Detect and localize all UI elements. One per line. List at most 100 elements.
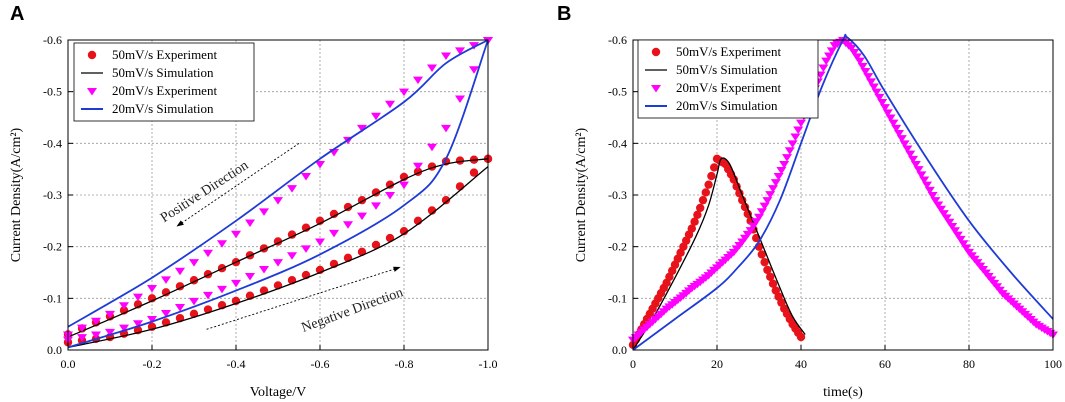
data-point: [955, 235, 966, 244]
data-point: [757, 250, 766, 259]
y-tick-label: -0.6: [608, 33, 627, 47]
data-point: [175, 267, 185, 276]
series-line: [632, 33, 1054, 351]
x-axis-label-b: time(s): [823, 385, 863, 400]
y-tick-label: 0.0: [612, 343, 627, 357]
legend-marker-symbol: [651, 85, 661, 93]
data-point: [287, 185, 297, 193]
legend-label: 50mV/s Simulation: [112, 65, 214, 80]
series-line: [67, 166, 489, 349]
data-point: [950, 227, 960, 235]
data-point: [371, 240, 381, 250]
data-point: [857, 62, 868, 71]
data-point: [888, 119, 899, 128]
legend-box: [637, 39, 819, 119]
data-point: [245, 219, 255, 228]
data-point: [779, 161, 790, 169]
direction-annotation: Negative Direction: [300, 285, 406, 336]
data-point: [77, 334, 87, 342]
data-point: [919, 176, 930, 184]
data-point: [259, 266, 269, 274]
data-point: [899, 140, 910, 148]
data-point: [301, 245, 311, 253]
data-point: [147, 316, 157, 324]
data-point: [877, 99, 888, 107]
y-tick-label: -0.5: [608, 85, 627, 99]
legend-box: [73, 42, 255, 122]
data-point: [329, 209, 339, 219]
data-point: [896, 135, 907, 143]
data-point: [385, 180, 395, 189]
series-a-50mv-s-simulation: [67, 158, 489, 349]
data-point: [301, 173, 311, 181]
data-point: [891, 124, 902, 133]
data-point: [818, 64, 829, 73]
data-point: [880, 104, 890, 112]
data-point: [455, 95, 465, 104]
legend-label: 20mV/s Experiment: [676, 80, 781, 95]
data-point: [189, 259, 199, 267]
data-point: [710, 163, 719, 172]
data-point: [105, 310, 115, 319]
data-point: [743, 209, 752, 219]
data-point: [119, 324, 129, 333]
data-point: [147, 285, 157, 293]
x-tick-label: 20: [711, 357, 723, 371]
data-point: [217, 285, 227, 294]
data-point: [882, 109, 893, 117]
legend-marker-symbol: [87, 50, 97, 60]
data-point: [762, 197, 773, 205]
data-point: [693, 210, 702, 220]
legend-label: 50mV/s Experiment: [112, 47, 217, 62]
data-point: [958, 240, 969, 248]
data-point: [913, 166, 924, 174]
data-point: [846, 44, 857, 53]
data-point: [866, 78, 876, 86]
data-point: [343, 202, 353, 212]
series-line: [67, 39, 489, 328]
x-tick-label: 80: [963, 357, 975, 371]
panel-letter-b: B: [557, 3, 571, 25]
data-point: [413, 76, 423, 85]
data-point: [105, 328, 115, 337]
data-point: [760, 257, 769, 267]
legend-label: 50mV/s Simulation: [676, 62, 778, 77]
data-point: [701, 188, 710, 197]
data-point: [273, 259, 283, 267]
series-line: [632, 157, 806, 351]
y-tick-label: -0.2: [43, 240, 62, 254]
data-point: [287, 230, 297, 239]
direction-arrow: [176, 142, 300, 227]
y-tick-label: -0.3: [43, 188, 62, 202]
data-point: [766, 272, 775, 282]
y-tick-label: -0.6: [43, 33, 62, 47]
data-point: [871, 88, 882, 97]
y-tick-label: -0.4: [608, 136, 627, 150]
data-point: [796, 119, 806, 128]
data-point: [738, 195, 747, 205]
data-point: [231, 230, 241, 239]
data-point: [894, 130, 904, 138]
data-point: [704, 180, 713, 189]
data-point: [922, 181, 932, 190]
data-point: [852, 53, 862, 61]
data-point: [315, 161, 325, 169]
data-point: [902, 145, 913, 153]
data-point: [329, 229, 339, 238]
x-tick-label: -0.6: [311, 357, 330, 371]
panel-b: 0 20 40 60 80 1000.0-0.1-0.2-0.3-0.4-0.5-0.6 …: [574, 33, 1062, 400]
data-point: [161, 288, 171, 297]
series-b-50mv-s-simulation: [632, 157, 806, 351]
data-point: [938, 210, 949, 218]
data-point: [690, 217, 699, 226]
data-point: [930, 197, 941, 205]
data-point: [868, 83, 879, 91]
direction-arrow: [206, 266, 401, 330]
x-tick-label: 40: [795, 357, 807, 371]
data-point: [908, 155, 918, 164]
data-point: [763, 265, 772, 275]
data-point: [947, 223, 958, 231]
data-point: [910, 161, 921, 169]
data-point: [860, 68, 871, 76]
